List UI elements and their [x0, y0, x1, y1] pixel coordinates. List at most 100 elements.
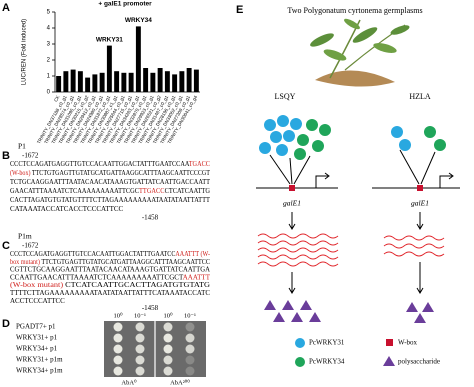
bar — [85, 77, 91, 92]
dilution-label: 10⁰ — [163, 311, 173, 319]
sequence-segment: TCTGCAAGGAATTTAATACAACATAAAGTGATTATCAATT… — [10, 178, 211, 186]
sequence-line: ACCTCCCATTCC — [10, 296, 65, 304]
sequence-line: GAACATTTAAAATCTCAAAAAAAAATTCGCTTGACCCTCA… — [10, 187, 210, 195]
tf-cluster — [259, 115, 446, 160]
transcripts — [257, 233, 445, 267]
sequence-segment: CCCTCCAGATGAGGTTGTCCACAATTGGACTATTTGAATC… — [10, 160, 189, 168]
yeast-spot — [163, 355, 173, 365]
sequence-segment: (W-box mutant) — [10, 281, 64, 289]
y-tick-label: 5 — [47, 10, 51, 16]
y-tick-label: 1 — [47, 74, 51, 80]
bar — [77, 71, 83, 92]
position-label: -1672 — [22, 152, 39, 160]
yeast-spot — [163, 322, 173, 332]
bar — [143, 68, 149, 92]
plant-illustration — [310, 18, 410, 87]
yeast-spot — [163, 344, 173, 354]
bar — [70, 69, 76, 92]
sequence-segment: AAATTT (W- — [175, 250, 210, 258]
annotation: WRKY34 — [125, 17, 152, 24]
sequence-segment: ACCTCCCATTCC — [10, 296, 65, 304]
germplasm-label: HZLA — [409, 92, 431, 101]
annotation: WRKY31 — [96, 36, 123, 43]
yeast-spot — [185, 355, 195, 365]
bar — [63, 71, 69, 92]
row-label: PGADT7+ p1 — [16, 323, 56, 331]
legend-icon — [295, 338, 305, 348]
panel-label: A — [2, 2, 10, 14]
sequence-line: CCCTCCAGATGAGGTTGTCCACAATTGGACTATTTGAATC… — [10, 160, 210, 168]
sequence-line: (W-box mutant) CTCATCAATTGCACTTAGATGTGTA… — [10, 281, 210, 289]
sequence-segment: (W-box) — [10, 169, 31, 177]
sequence-segment: CCCTCCAGATGAGGTTGTCCACAATTGGACTATTTGAATC… — [10, 250, 176, 258]
sequence-segment: CTCATCAATTGCACTTAGATGTGTATG — [63, 281, 210, 289]
bar — [128, 72, 134, 92]
yeast-spot — [113, 355, 123, 365]
sequence-line: (W-box) TTCTGTGAGTTGTATGCATGATTAAGGCATTT… — [10, 169, 211, 177]
sequence-segment: TTTTCTTAGAAAAAAAAATAATATAATTATTTCATAAATA… — [10, 289, 210, 297]
position-label: -1458 — [142, 304, 159, 312]
yeast-spot — [113, 322, 123, 332]
yeast-spot — [113, 366, 123, 376]
legend-label: polysaccharide — [398, 358, 440, 366]
sequence-line: TTTTCTTAGAAAAAAAAATAATATAATTATTTCATAAATA… — [10, 289, 210, 297]
sequence-segment: AAATTT — [183, 273, 211, 281]
bar — [179, 71, 185, 92]
bar — [106, 45, 112, 92]
row-label: WRKY31+ p1m — [16, 356, 63, 364]
legend-label: W-box — [398, 339, 418, 347]
y-axis-label: LUC/REN (Fold induced) — [22, 19, 28, 85]
sequence-segment: CGTTCTGCAAGGAATTTAATACAACATAAAGTGATTATCA… — [10, 265, 210, 273]
sequence-segment: GAACATTTAAAATCTCAAAAAAAAATTCGC — [10, 187, 139, 195]
sequence-segment: TTCTGTGAGTTGTATGCATGATTAAGGCATTTAAGCAATT… — [31, 169, 211, 177]
sequence-line: CCAATTGAACATTTAAAATCTCAAAAAAAAATTCGCTAAA… — [10, 273, 211, 281]
bar — [157, 68, 163, 92]
sequence-segment: TGACC — [189, 160, 211, 168]
sequence-line: TCTGCAAGGAATTTAATACAACATAAAGTGATTATCAATT… — [10, 178, 211, 186]
bar — [164, 71, 170, 92]
bar — [121, 72, 127, 92]
medium-label: AbA²⁰⁰ — [170, 378, 190, 386]
dilution-label: 10⁻¹ — [134, 312, 146, 319]
yeast-spot — [135, 344, 145, 354]
sequence-line: CATAAATACCATCACCTCCCATTCC — [10, 205, 124, 213]
yeast-spot — [185, 366, 195, 376]
x-tick-label: CK — [53, 94, 61, 103]
yeast-spot — [113, 333, 123, 343]
position-label: -1672 — [22, 242, 39, 250]
yeast-spot — [185, 333, 195, 343]
panel-label: C — [2, 240, 10, 252]
yeast-spot — [163, 366, 173, 376]
dilution-label: 10⁻¹ — [184, 312, 196, 319]
polysaccharide-icons — [264, 300, 434, 323]
gene-label: galE1 — [283, 199, 301, 208]
bar — [99, 72, 105, 92]
sequence-segment: CTCATCAATTG — [165, 187, 210, 195]
sequence-segment: TTGACC — [139, 187, 165, 195]
y-tick-label: 3 — [47, 42, 51, 48]
row-label: WRKY34+ p1m — [16, 367, 63, 375]
medium-label: AbA⁰ — [121, 378, 137, 386]
panel-label: D — [2, 318, 10, 330]
probe-label: P1m — [18, 232, 32, 241]
legend-icon — [383, 356, 395, 366]
yeast-spot — [185, 344, 195, 354]
sequence-segment: CATAAATACCATCACCTCCCATTCC — [10, 205, 124, 213]
yeast-spot — [185, 322, 195, 332]
bar — [193, 69, 199, 92]
germplasm-label: LSQY — [275, 92, 296, 101]
row-label: WRKY34+ p1 — [16, 345, 58, 353]
sequence-line: CCCTCCAGATGAGGTTGTCCACAATTGGACTATTTGAATC… — [10, 250, 211, 258]
sequence-segment: CCAATTGAACATTTAAAATCTCAAAAAAAAATTCGCT — [10, 273, 184, 281]
legend-icon — [295, 357, 305, 367]
sequence-line: CGTTCTGCAAGGAATTTAATACAACATAAAGTGATTATCA… — [10, 265, 210, 273]
yeast-spot — [135, 333, 145, 343]
bar — [114, 71, 120, 92]
y-tick-label: 4 — [47, 26, 51, 32]
yeast-spot — [135, 366, 145, 376]
bar — [56, 76, 62, 92]
probe-label: P1 — [18, 142, 26, 151]
promoter-diagram — [256, 149, 460, 294]
row-label: WRKY31+ p1 — [16, 334, 58, 342]
